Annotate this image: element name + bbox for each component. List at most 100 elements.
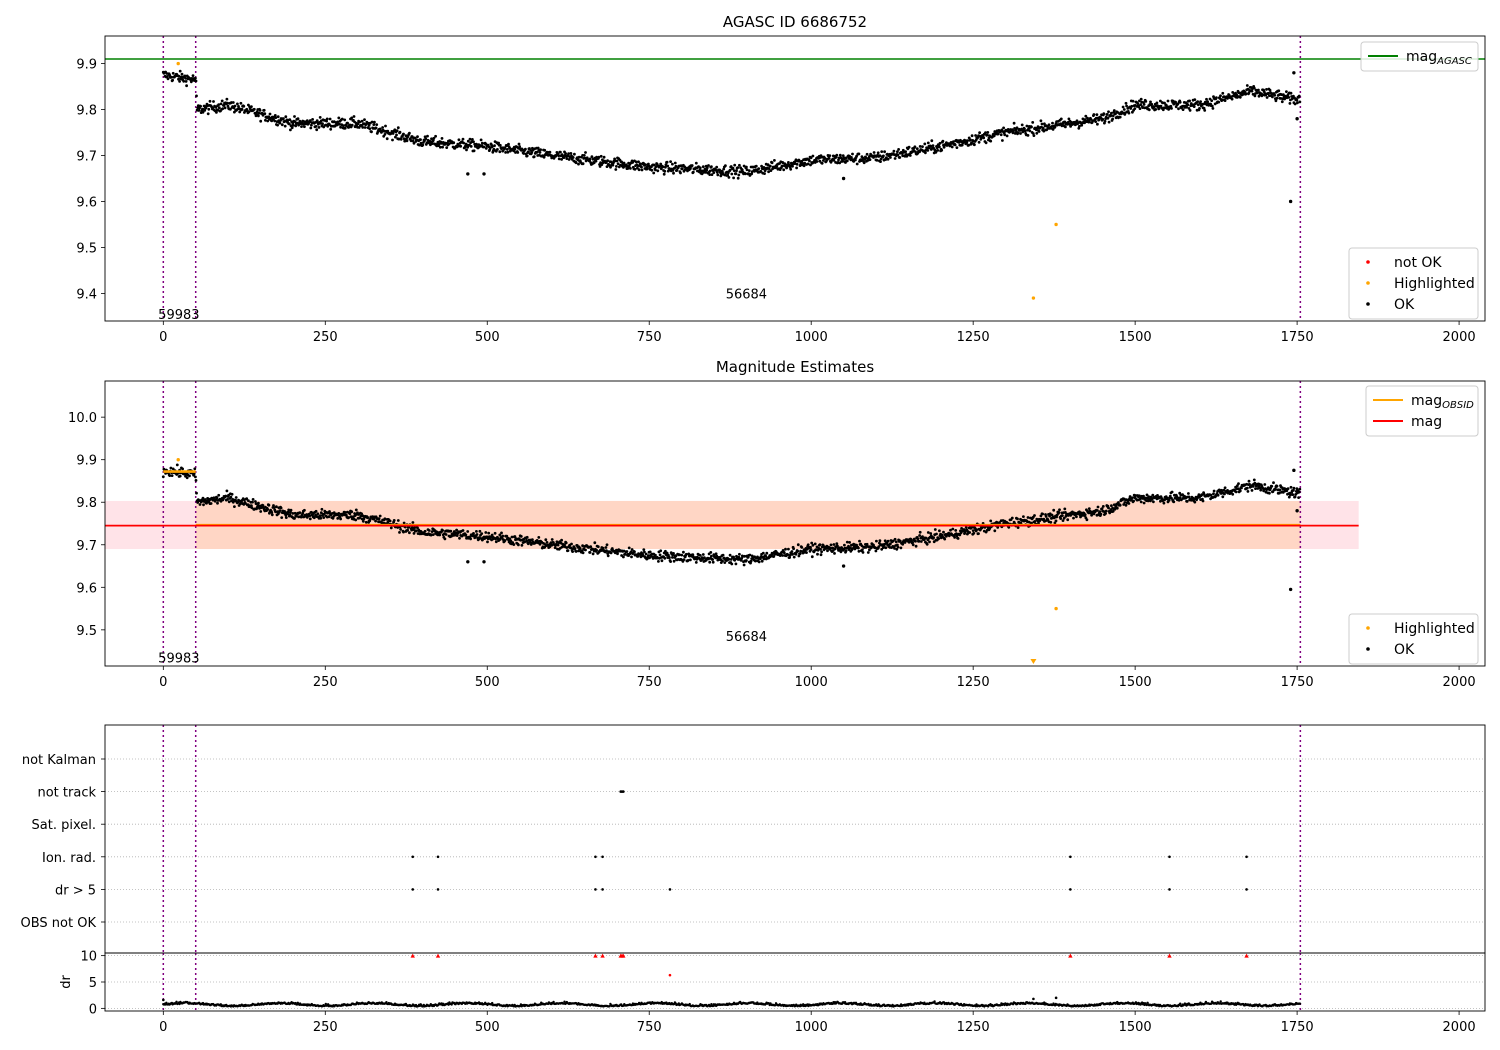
ok-point xyxy=(1092,113,1096,116)
ok-point xyxy=(261,504,265,507)
ok-point xyxy=(239,101,243,105)
ok-point xyxy=(203,109,207,112)
ok-point xyxy=(754,559,758,563)
ok-point xyxy=(366,516,370,519)
ok-point xyxy=(765,551,769,555)
ok-point xyxy=(1157,107,1161,111)
ok-point xyxy=(1297,496,1300,499)
ok-point xyxy=(611,163,615,167)
ok-point xyxy=(257,501,260,505)
ok-point xyxy=(1188,109,1192,112)
ok-point xyxy=(1152,500,1155,504)
ok-point xyxy=(1087,507,1091,510)
ok-point xyxy=(1289,91,1293,95)
ok-point xyxy=(904,150,907,154)
ok-point xyxy=(925,146,929,150)
ok-point xyxy=(1297,94,1301,98)
ok-point xyxy=(311,118,314,121)
ok-point xyxy=(276,123,279,127)
ok-point xyxy=(1033,520,1037,523)
ok-point xyxy=(175,463,179,467)
ok-point xyxy=(833,552,836,555)
ok-point xyxy=(308,517,312,521)
ok-point xyxy=(283,510,286,513)
ok-point xyxy=(886,539,890,543)
ok-point xyxy=(865,152,869,156)
ok-point xyxy=(510,535,514,539)
ok-point xyxy=(1298,100,1302,104)
ok-point xyxy=(1170,107,1173,110)
ok-point xyxy=(513,535,517,538)
ok-point xyxy=(389,526,393,530)
ok-point xyxy=(742,563,746,567)
ok-point xyxy=(1096,509,1099,512)
ok-point xyxy=(1095,113,1099,116)
ok-point xyxy=(1066,518,1070,522)
ok-point xyxy=(178,69,182,73)
ok-point xyxy=(1199,100,1202,103)
ok-point xyxy=(398,531,401,534)
ok-point xyxy=(584,548,587,552)
ok-point xyxy=(883,150,886,154)
ok-point xyxy=(1072,516,1075,520)
ok-point xyxy=(742,164,746,168)
flag-point xyxy=(411,855,415,859)
ok-point xyxy=(1295,509,1299,513)
ok-point xyxy=(509,539,513,543)
ok-point xyxy=(938,145,941,149)
ok-point xyxy=(1227,93,1231,97)
ok-point xyxy=(421,143,425,147)
ok-point xyxy=(971,529,975,532)
ok-point xyxy=(361,519,365,523)
ok-point xyxy=(926,141,930,145)
ok-point xyxy=(493,531,497,535)
ok-point xyxy=(501,149,505,153)
ok-point xyxy=(536,146,540,150)
ok-point xyxy=(1192,105,1196,108)
ok-point xyxy=(1174,100,1177,104)
ok-point xyxy=(915,147,919,151)
ok-point xyxy=(303,125,306,129)
ok-point xyxy=(1127,111,1131,115)
ok-point xyxy=(775,165,779,169)
ok-point xyxy=(827,157,831,160)
ok-point xyxy=(215,111,218,114)
y-tick-label: 10.0 xyxy=(68,411,97,426)
ok-point xyxy=(498,150,502,154)
ok-point xyxy=(532,155,536,159)
ok-point xyxy=(411,521,415,524)
ok-point xyxy=(206,112,210,116)
ok-point xyxy=(283,124,287,128)
ok-point xyxy=(278,121,282,125)
ok-point xyxy=(1237,482,1240,485)
ok-point xyxy=(596,545,600,549)
ok-point xyxy=(1238,489,1242,493)
ok-point xyxy=(257,114,260,118)
ok-point xyxy=(402,132,405,136)
ok-point xyxy=(1272,481,1275,485)
legend-label: Highlighted xyxy=(1394,621,1475,637)
ok-point xyxy=(949,143,952,147)
ok-point xyxy=(293,517,296,520)
ok-point xyxy=(623,552,627,556)
ok-point xyxy=(663,169,667,173)
ok-point xyxy=(669,160,672,164)
ok-point xyxy=(486,540,489,544)
ok-point xyxy=(1292,71,1296,75)
ok-point xyxy=(374,126,378,130)
ok-point xyxy=(879,160,882,164)
ok-point xyxy=(469,145,473,148)
ok-point xyxy=(726,173,730,177)
ok-point xyxy=(278,509,282,512)
ok-point xyxy=(1263,483,1267,486)
ok-point xyxy=(1104,512,1107,515)
ok-point xyxy=(609,551,613,555)
flag-point xyxy=(411,888,415,891)
ok-point xyxy=(472,140,475,144)
ok-point xyxy=(1059,517,1063,520)
ok-point xyxy=(698,166,702,170)
ok-point xyxy=(191,74,195,77)
ok-point xyxy=(1035,131,1039,135)
ok-point xyxy=(663,556,667,560)
